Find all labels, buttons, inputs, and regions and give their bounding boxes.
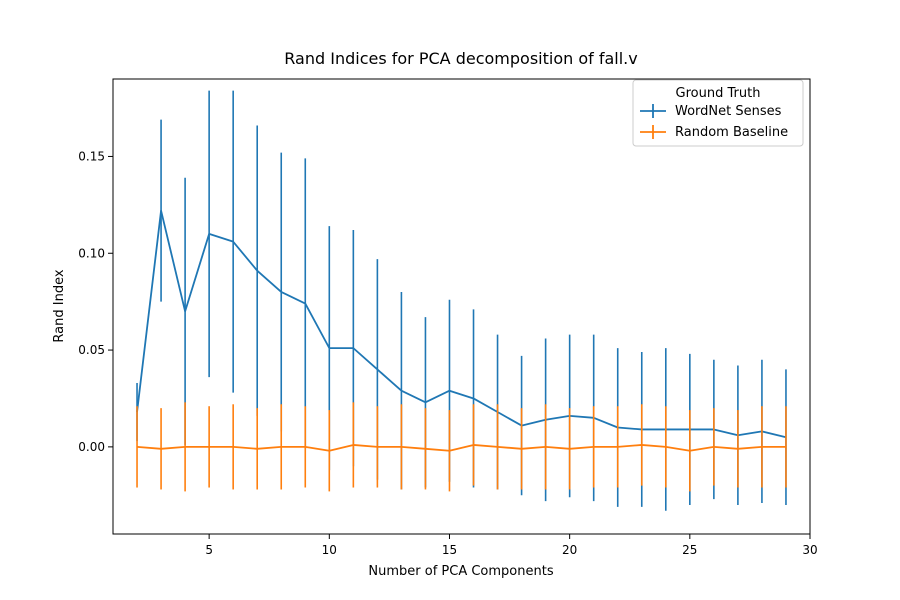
plot-frame: [112, 78, 811, 535]
legend-label: WordNet Senses: [675, 104, 782, 119]
y-tick-label: 0.05: [78, 343, 105, 357]
x-tick-label: 25: [682, 543, 697, 557]
x-axis: 5 10 15 20 25 30: [205, 534, 818, 557]
x-axis-label: Number of PCA Components: [368, 564, 553, 579]
x-tick-label: 10: [322, 543, 337, 557]
y-axis-label: Rand Index: [52, 269, 67, 342]
legend-entry: Random Baseline: [640, 125, 788, 140]
legend-label: Random Baseline: [675, 125, 788, 140]
series-line: [136, 444, 786, 452]
legend: Ground Truth WordNet Senses Random Baseli…: [632, 79, 804, 147]
legend-entries: WordNet Senses Random Baseline: [640, 104, 788, 140]
x-tick-label: 30: [802, 543, 817, 557]
legend-title: Ground Truth: [676, 86, 761, 101]
y-tick-label: 0.00: [78, 440, 105, 454]
series-1: [136, 402, 787, 492]
y-tick-label: 0.15: [78, 149, 105, 163]
x-tick-label: 15: [442, 543, 457, 557]
y-tick-label: 0.10: [78, 246, 105, 260]
x-tick-label: 20: [562, 543, 577, 557]
x-tick-label: 5: [205, 543, 213, 557]
series-line: [136, 209, 787, 439]
y-axis: 0.00 0.05 0.10 0.15: [78, 149, 113, 454]
legend-entry: WordNet Senses: [640, 104, 782, 119]
chart-title: Rand Indices for PCA decomposition of fa…: [284, 49, 637, 68]
legend-box: [632, 79, 804, 147]
series-layer: [136, 90, 787, 511]
